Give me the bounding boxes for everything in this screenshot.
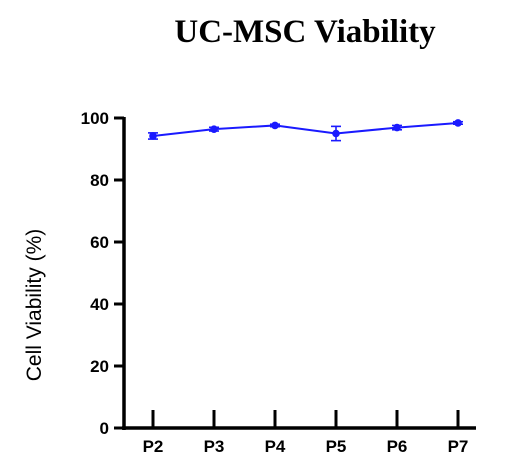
y-tick-label: 80 bbox=[90, 171, 109, 190]
series-line bbox=[152, 121, 459, 137]
x-tick-label: P3 bbox=[204, 437, 225, 456]
series-layer bbox=[148, 119, 463, 142]
y-tick-label: 20 bbox=[90, 357, 109, 376]
chart-title: UC-MSC Viability bbox=[174, 14, 436, 50]
data-point bbox=[332, 129, 340, 138]
data-point bbox=[210, 125, 218, 133]
data-point bbox=[271, 121, 279, 130]
x-tick-label: P5 bbox=[326, 437, 347, 456]
y-axis-label: Cell Viability (%) bbox=[23, 229, 46, 382]
y-tick-label: 40 bbox=[90, 295, 109, 314]
chart-axes bbox=[122, 117, 476, 430]
data-point bbox=[393, 123, 401, 132]
data-point bbox=[454, 119, 462, 127]
y-axis-ticks: 0 20 40 60 80 100 bbox=[81, 109, 124, 438]
x-tick-label: P4 bbox=[265, 437, 286, 456]
x-axis-ticks: P2 P3 P4 P5 P6 P7 bbox=[143, 410, 469, 456]
y-tick-label: 0 bbox=[100, 419, 109, 438]
x-tick-label: P2 bbox=[143, 437, 164, 456]
y-axis-label-group: Cell Viability (%) bbox=[23, 229, 46, 382]
data-point bbox=[149, 132, 157, 140]
x-tick-label: P6 bbox=[387, 437, 408, 456]
x-tick-label: P7 bbox=[448, 437, 469, 456]
y-tick-label: 100 bbox=[81, 109, 109, 128]
y-tick-label: 60 bbox=[90, 233, 109, 252]
